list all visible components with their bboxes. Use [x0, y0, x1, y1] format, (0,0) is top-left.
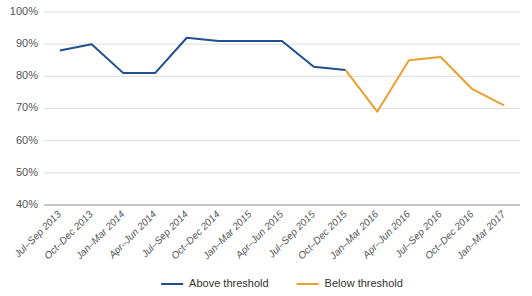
x-tick-label: Jan–Mar 2017 — [454, 208, 508, 262]
grid-line — [44, 12, 520, 13]
grid-line — [44, 76, 520, 77]
legend-label: Above threshold — [189, 277, 269, 289]
x-axis: Jul–Sep 2013Oct–Dec 2013Jan–Mar 2014Apr–… — [11, 208, 507, 262]
legend: Above threshold Below threshold — [161, 277, 403, 289]
y-tick-label: 100% — [10, 5, 38, 17]
grid-line — [44, 205, 520, 206]
grid-line — [44, 140, 520, 141]
legend-item: Above threshold — [161, 277, 269, 289]
y-tick-label: 90% — [16, 37, 38, 49]
y-tick-label: 50% — [16, 166, 38, 178]
legend-item: Below threshold — [297, 277, 403, 289]
grid-line — [44, 44, 520, 45]
y-axis: 40% 50% 60% 70% 80% 90% 100% — [10, 5, 38, 210]
legend-label: Below threshold — [325, 277, 403, 289]
y-tick-label: 60% — [16, 134, 38, 146]
series-group — [60, 38, 504, 112]
y-tick-label: 80% — [16, 69, 38, 81]
x-axis-line — [44, 205, 520, 206]
series-line — [345, 57, 504, 112]
chart-container: 40% 50% 60% 70% 80% 90% 100% Jul–Sep 2013Oct–De… — [0, 0, 532, 296]
series-line — [60, 38, 346, 73]
y-tick-label: 70% — [16, 101, 38, 113]
chart: 40% 50% 60% 70% 80% 90% 100% Jul–Sep 2013Oct–De… — [0, 0, 532, 296]
grid-line — [44, 108, 520, 109]
legend-swatch — [161, 283, 183, 285]
legend-swatch — [297, 283, 319, 285]
y-tick-label: 40% — [16, 198, 38, 210]
grid-line — [44, 172, 520, 173]
y-grid — [44, 12, 520, 205]
